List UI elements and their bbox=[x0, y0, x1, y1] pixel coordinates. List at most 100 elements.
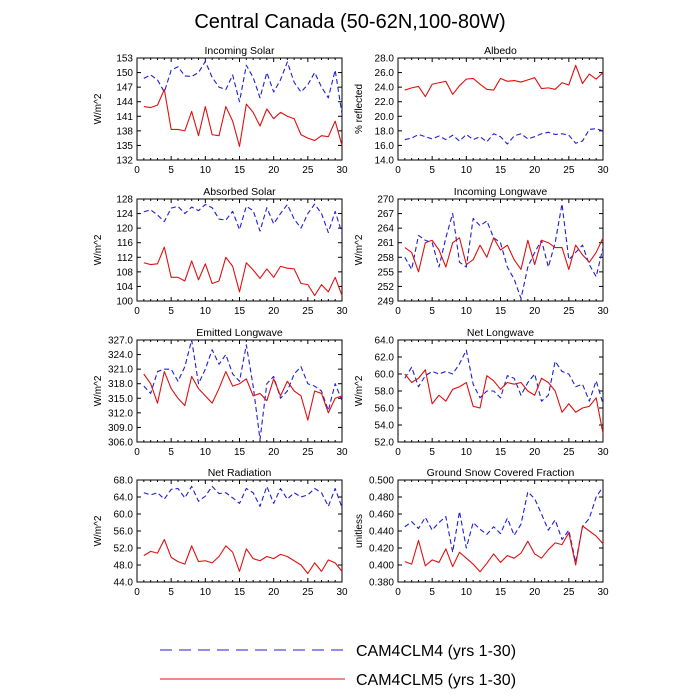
series-line-cam4clm5 bbox=[143, 371, 343, 421]
y-tick-label: 0.480 bbox=[369, 493, 394, 504]
series-line-cam4clm5 bbox=[404, 525, 604, 573]
x-tick-label: 30 bbox=[597, 447, 609, 458]
y-tick-label: 150 bbox=[116, 68, 133, 79]
y-axis-label: W/m^2 bbox=[93, 375, 104, 406]
y-tick-label: 264 bbox=[377, 224, 394, 235]
x-tick-label: 10 bbox=[200, 587, 212, 598]
x-tick-label: 15 bbox=[234, 447, 246, 458]
legend: CAM4CLM4 (yrs 1-30) CAM4CLM5 (yrs 1-30) bbox=[160, 643, 516, 689]
x-tick-label: 20 bbox=[529, 306, 541, 317]
y-tick-label: 141 bbox=[116, 112, 133, 123]
y-tick-label: 112 bbox=[117, 253, 133, 264]
y-tick-label: 135 bbox=[116, 141, 133, 152]
x-tick-label: 5 bbox=[429, 306, 435, 317]
plot-frame bbox=[136, 339, 343, 443]
x-tick-label: 20 bbox=[268, 306, 280, 317]
series-line-cam4clm4 bbox=[143, 203, 343, 234]
y-tick-label: 14.0 bbox=[375, 156, 395, 167]
x-tick-label: 10 bbox=[461, 165, 473, 176]
x-tick-label: 5 bbox=[429, 447, 435, 458]
y-tick-label: 0.460 bbox=[369, 510, 394, 521]
y-tick-label: 309.0 bbox=[108, 423, 133, 434]
y-tick-label: 24.0 bbox=[375, 83, 395, 94]
x-tick-label: 20 bbox=[268, 447, 280, 458]
x-tick-label: 25 bbox=[563, 306, 575, 317]
series-line-cam4clm5 bbox=[143, 89, 343, 147]
y-axis-label: W/m^2 bbox=[93, 234, 104, 265]
x-tick-label: 30 bbox=[336, 447, 348, 458]
plot-frame bbox=[136, 479, 343, 583]
series-line-cam4clm5 bbox=[404, 369, 604, 434]
y-tick-label: 16.0 bbox=[375, 141, 395, 152]
x-tick-label: 25 bbox=[302, 306, 314, 317]
x-tick-label: 0 bbox=[134, 447, 140, 458]
series-line-cam4clm5 bbox=[143, 538, 343, 575]
y-tick-label: 20.0 bbox=[375, 112, 395, 123]
y-tick-label: 48.0 bbox=[114, 561, 134, 572]
y-tick-label: 116 bbox=[117, 238, 133, 249]
x-tick-label: 20 bbox=[529, 165, 541, 176]
x-tick-label: 0 bbox=[395, 447, 401, 458]
x-tick-label: 0 bbox=[134, 587, 140, 598]
y-axis-label: % reflected bbox=[354, 84, 365, 134]
x-tick-label: 10 bbox=[200, 165, 212, 176]
series-line-cam4clm4 bbox=[404, 349, 604, 404]
y-tick-label: 68.0 bbox=[114, 476, 134, 487]
legend-label-cam4clm4: CAM4CLM4 (yrs 1-30) bbox=[356, 643, 516, 660]
x-tick-label: 30 bbox=[336, 587, 348, 598]
y-tick-label: 0.440 bbox=[369, 527, 394, 538]
y-tick-label: 22.0 bbox=[375, 97, 395, 108]
x-tick-label: 15 bbox=[495, 306, 507, 317]
x-tick-label: 30 bbox=[336, 306, 348, 317]
x-tick-label: 0 bbox=[395, 587, 401, 598]
x-tick-label: 30 bbox=[597, 165, 609, 176]
series-line-cam4clm4 bbox=[404, 203, 604, 300]
y-tick-label: 62.0 bbox=[375, 353, 395, 364]
y-axis-label: W/m^2 bbox=[354, 375, 365, 406]
x-tick-label: 30 bbox=[597, 587, 609, 598]
plot-frame bbox=[397, 479, 604, 583]
y-tick-label: 324.0 bbox=[108, 350, 133, 361]
x-tick-label: 10 bbox=[461, 587, 473, 598]
plot-frame bbox=[397, 339, 604, 443]
chart-incoming-longwave: Incoming LongwaveW/m^2249252255258261264… bbox=[354, 186, 609, 317]
x-tick-label: 10 bbox=[461, 306, 473, 317]
x-tick-label: 20 bbox=[268, 165, 280, 176]
panel-title: Albedo bbox=[484, 45, 517, 57]
legend-label-cam4clm5: CAM4CLM5 (yrs 1-30) bbox=[356, 672, 516, 689]
x-tick-label: 10 bbox=[200, 306, 212, 317]
x-tick-label: 25 bbox=[563, 165, 575, 176]
y-tick-label: 58.0 bbox=[375, 387, 395, 398]
y-tick-label: 108 bbox=[116, 267, 133, 278]
y-tick-label: 60.0 bbox=[114, 510, 134, 521]
y-tick-label: 56.0 bbox=[114, 527, 134, 538]
x-tick-label: 5 bbox=[168, 587, 174, 598]
x-tick-label: 15 bbox=[234, 165, 246, 176]
y-tick-label: 258 bbox=[377, 253, 394, 264]
chart-ground-snow-covered-fraction: Ground Snow Covered Fraction unitless 0.38… bbox=[354, 467, 609, 598]
x-tick-label: 20 bbox=[529, 447, 541, 458]
y-tick-label: 138 bbox=[116, 126, 133, 137]
series-line-cam4clm5 bbox=[143, 246, 343, 297]
y-tick-label: 0.380 bbox=[369, 578, 394, 589]
x-tick-label: 10 bbox=[461, 447, 473, 458]
y-tick-label: 0.400 bbox=[369, 561, 394, 572]
x-tick-label: 15 bbox=[234, 587, 246, 598]
y-tick-label: 255 bbox=[377, 267, 394, 278]
chart-net-longwave: Net Longwave W/m^2 52.0 54.0 56.0 58.0 60.0 62.… bbox=[354, 327, 609, 458]
y-tick-label: 270 bbox=[377, 195, 394, 206]
y-tick-label: 261 bbox=[377, 238, 394, 249]
x-tick-label: 5 bbox=[429, 165, 435, 176]
panel-title: Absorbed Solar bbox=[203, 186, 276, 198]
series-line-cam4clm4 bbox=[143, 339, 343, 441]
x-tick-label: 15 bbox=[234, 306, 246, 317]
series-line-cam4clm4 bbox=[143, 60, 343, 114]
chart-panels: Incoming SolarW/m^2132135138141144147150… bbox=[93, 45, 609, 598]
x-tick-label: 25 bbox=[563, 447, 575, 458]
x-tick-label: 5 bbox=[168, 306, 174, 317]
x-tick-label: 20 bbox=[268, 587, 280, 598]
y-tick-label: 144 bbox=[116, 97, 133, 108]
chart-albedo: Albedo % reflected 14.0 16.0 18.0 20.0 22.0 24.… bbox=[354, 45, 609, 176]
y-tick-label: 26.0 bbox=[375, 68, 395, 79]
